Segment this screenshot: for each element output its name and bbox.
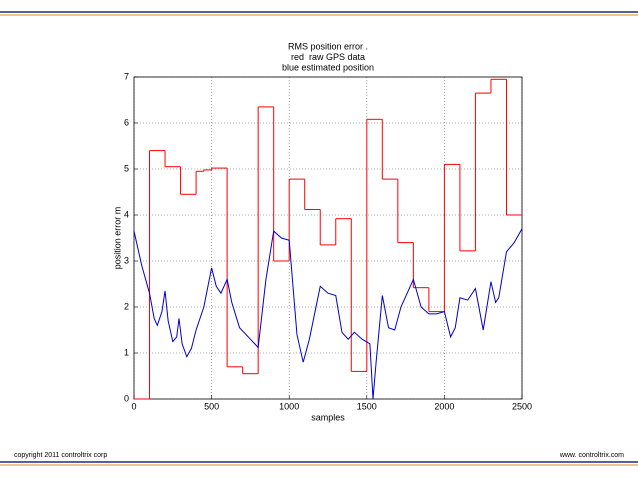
chart-title: RMS position error .	[288, 41, 368, 51]
x-tick-label: 1500	[357, 401, 377, 411]
x-tick-label: 0	[131, 401, 136, 411]
y-axis-label: position error m	[112, 207, 122, 270]
x-tick-label: 500	[204, 401, 219, 411]
x-tick-label: 2000	[434, 401, 454, 411]
plot-frame	[133, 76, 523, 400]
plot: RMS position error .red raw GPS datablue…	[124, 41, 532, 411]
y-tick-label: 6	[124, 117, 129, 127]
y-tick-label: 7	[124, 71, 129, 81]
footer-left: copyright 2011 controltrix corp	[14, 452, 107, 459]
y-tick-label: 2	[124, 301, 129, 311]
x-axis-label: samples	[311, 412, 345, 422]
x-tick-label: 1000	[279, 401, 299, 411]
x-tick-label: 2500	[512, 401, 532, 411]
chart-title: blue estimated position	[282, 62, 374, 72]
y-tick-label: 1	[124, 347, 129, 357]
line-series	[133, 228, 523, 400]
chart-title: red raw GPS data	[291, 52, 365, 62]
y-tick-label: 4	[124, 209, 129, 219]
plot-area	[134, 77, 522, 399]
y-tick-label: 3	[124, 255, 129, 265]
y-tick-label: 5	[124, 163, 129, 173]
footer-right: www. controltrix.com	[559, 452, 624, 459]
y-tick-label: 0	[124, 393, 129, 403]
